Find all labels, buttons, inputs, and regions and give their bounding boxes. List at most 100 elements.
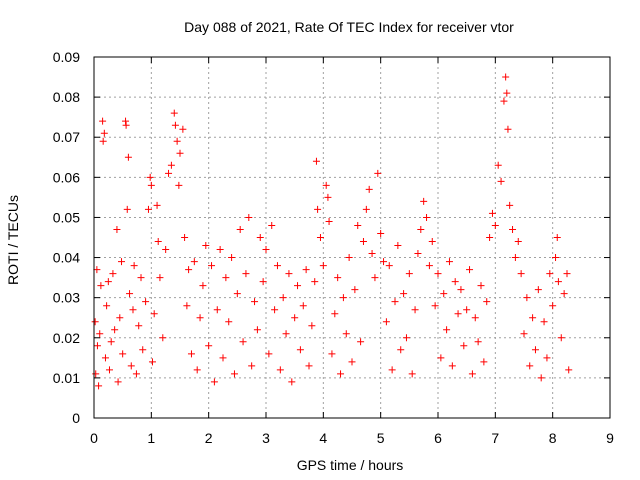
data-point [552,254,560,262]
data-point [179,125,187,133]
x-tick-label: 6 [434,430,442,446]
data-point [271,306,279,314]
data-point [142,298,150,306]
data-point [171,121,179,129]
data-point [233,290,241,298]
data-point [302,266,310,274]
data-point [514,238,522,246]
data-point [520,330,528,338]
data-point [434,270,442,278]
data-point [225,318,233,326]
x-tick-labels: 0 1 2 3 4 5 6 7 8 9 [90,430,614,446]
x-tick-label: 9 [606,430,614,446]
data-point [560,290,568,298]
data-point [388,366,396,374]
data-point [371,274,379,282]
data-point [276,366,284,374]
x-tick-label: 0 [90,430,98,446]
data-point [316,234,324,241]
data-point [314,205,322,213]
data-point [543,354,551,362]
data-point [414,250,422,258]
data-point [103,302,111,310]
data-point [185,266,193,274]
data-point [242,270,250,278]
data-point [109,270,117,278]
data-point [445,258,453,266]
data-point [437,354,445,362]
data-point [328,350,336,358]
y-tick-labels: 0 0.01 0.02 0.03 0.04 0.05 0.06 0.07 0.08 0.09 [53,49,80,426]
data-point [368,250,376,258]
data-point [173,137,181,145]
axis-ticks [93,56,611,419]
chart-title: Day 088 of 2021, Rate Of TEC Index for r… [184,19,514,35]
data-point [345,254,353,262]
data-point [394,242,402,250]
y-tick-label: 0.08 [53,89,80,105]
data-point [354,221,362,229]
data-point [91,318,99,326]
data-point [299,302,307,310]
data-point [506,201,514,209]
data-point [497,177,505,185]
data-point [411,306,419,314]
data-point [265,350,273,358]
y-tick-label: 0.01 [53,370,80,386]
data-point [417,225,425,233]
data-point [342,330,350,338]
data-point [162,246,170,254]
data-point [382,318,390,326]
data-point [557,334,565,342]
data-point [127,362,135,370]
data-point [176,149,184,157]
x-tick-label: 5 [377,430,385,446]
data-point [253,326,261,334]
x-tick-label: 3 [262,430,270,446]
data-point [517,270,525,278]
data-point [259,278,267,286]
data-point [463,306,471,314]
data-point [118,258,126,266]
data-point [104,278,112,286]
data-point [402,334,410,342]
data-point [554,278,562,286]
data-point [296,346,304,354]
data-point [273,262,281,270]
data-point [425,262,433,270]
y-tick-label: 0.04 [53,250,80,266]
data-point [124,153,132,161]
data-point [139,346,147,354]
data-point [537,374,545,382]
y-tick-label: 0.06 [53,169,80,185]
data-point [365,185,373,193]
data-point [165,169,173,177]
data-point [181,234,189,241]
data-point [183,302,191,310]
data-point [116,314,124,322]
data-point [95,382,103,390]
data-point [175,181,183,189]
x-axis-label: GPS time / hours [297,457,404,473]
data-point [190,258,198,266]
data-point [334,274,342,282]
data-point [107,338,115,346]
data-point [305,362,313,370]
data-point [324,193,332,201]
x-tick-label: 2 [205,430,213,446]
data-point [454,310,462,318]
y-tick-label: 0.09 [53,49,80,65]
data-point [374,169,382,177]
data-point [509,225,517,233]
data-point [500,97,508,105]
data-point [159,334,167,342]
data-point [400,290,408,298]
data-point [511,254,519,262]
data-point [114,378,122,386]
data-point [440,290,448,298]
data-point [122,117,130,125]
data-point [405,270,413,278]
data-point [474,338,482,346]
data-point [385,262,393,270]
